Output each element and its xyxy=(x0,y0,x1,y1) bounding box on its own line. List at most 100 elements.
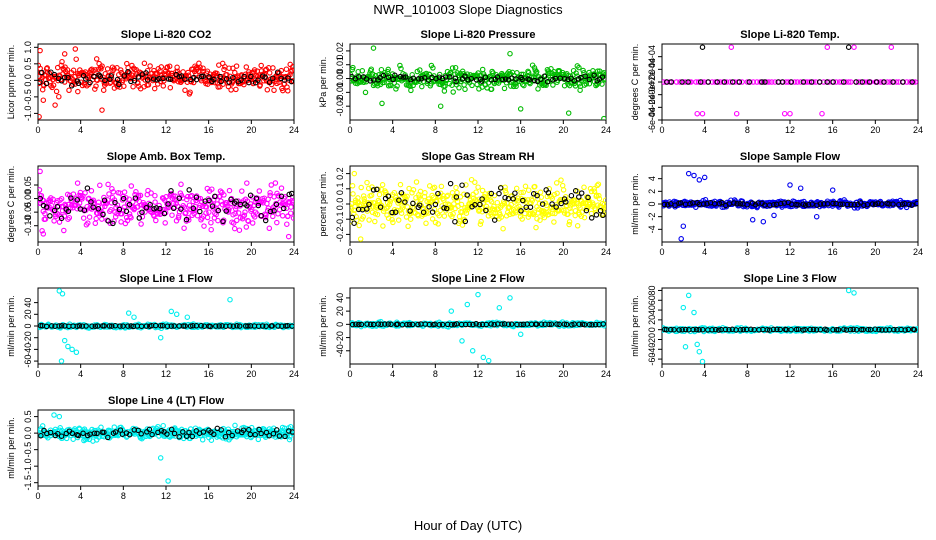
data-point xyxy=(291,78,294,85)
data-point xyxy=(746,79,752,85)
data-point xyxy=(228,196,234,203)
data-point xyxy=(572,83,579,89)
data-point xyxy=(285,233,292,240)
data-point xyxy=(58,323,65,329)
data-point xyxy=(450,89,456,95)
data-point xyxy=(186,429,192,436)
data-point xyxy=(171,430,178,437)
data-point xyxy=(709,79,715,85)
data-point xyxy=(423,220,429,227)
data-point xyxy=(88,199,94,205)
data-point xyxy=(677,79,683,85)
data-point xyxy=(721,79,728,85)
data-point xyxy=(878,201,885,207)
data-point xyxy=(398,65,404,72)
data-point xyxy=(418,76,425,82)
data-point xyxy=(138,431,144,437)
data-point xyxy=(91,430,98,437)
data-point xyxy=(477,201,483,208)
data-point xyxy=(696,327,702,333)
data-point xyxy=(407,216,414,222)
data-point xyxy=(830,200,836,207)
data-point xyxy=(556,321,562,328)
data-point xyxy=(278,193,285,200)
data-point xyxy=(125,69,131,75)
x-tick-label: 24 xyxy=(289,491,299,501)
data-point xyxy=(128,78,134,85)
data-point xyxy=(76,323,83,329)
data-point xyxy=(829,187,836,193)
data-point xyxy=(52,102,58,108)
data-point xyxy=(588,215,595,221)
data-point xyxy=(499,321,505,327)
data-point xyxy=(279,213,286,219)
data-point xyxy=(358,321,365,328)
data-point xyxy=(459,68,466,75)
data-point xyxy=(737,200,743,207)
data-point xyxy=(465,77,471,83)
x-tick-label: 4 xyxy=(78,369,83,379)
data-point xyxy=(112,213,119,220)
data-point xyxy=(576,194,582,200)
data-point xyxy=(143,323,150,329)
data-point xyxy=(182,323,188,329)
data-point xyxy=(534,215,540,222)
y-tick-label: -0.05 xyxy=(23,202,33,223)
x-tick-label: 16 xyxy=(204,491,214,501)
data-point xyxy=(240,213,246,220)
data-point xyxy=(847,326,854,333)
data-point xyxy=(65,74,71,81)
data-point xyxy=(484,206,490,213)
data-point xyxy=(744,202,750,208)
data-point xyxy=(92,67,99,73)
data-point xyxy=(160,83,167,89)
data-point xyxy=(525,69,532,76)
data-point xyxy=(896,201,902,208)
data-point xyxy=(168,426,175,433)
data-point xyxy=(444,321,451,328)
data-point xyxy=(262,74,268,80)
data-point xyxy=(51,71,58,78)
panel-title: Slope Line 1 Flow xyxy=(120,273,213,285)
y-tick-label: 0.0 xyxy=(23,427,33,440)
y-tick-label: 0.02 xyxy=(335,42,345,60)
data-point xyxy=(869,201,876,207)
data-point xyxy=(733,110,740,117)
data-point xyxy=(217,84,223,90)
data-point xyxy=(520,321,527,328)
data-point xyxy=(246,426,252,433)
data-point xyxy=(73,56,79,62)
data-point xyxy=(117,323,123,329)
panel-title: Slope Line 4 (LT) Flow xyxy=(108,395,224,407)
data-point xyxy=(454,70,461,76)
data-point xyxy=(464,192,470,198)
data-point xyxy=(170,205,177,212)
data-point xyxy=(87,79,93,86)
data-point xyxy=(546,321,552,328)
data-point xyxy=(351,220,357,226)
y-tick-label: 0.0 xyxy=(23,74,33,87)
data-point xyxy=(212,210,218,217)
data-point xyxy=(141,60,148,67)
data-point xyxy=(588,210,595,217)
data-point xyxy=(884,79,891,85)
data-point xyxy=(561,207,567,214)
data-point xyxy=(38,187,43,193)
data-point xyxy=(445,192,451,199)
data-point xyxy=(47,213,53,219)
data-point xyxy=(143,205,150,211)
data-point xyxy=(155,423,161,430)
data-point xyxy=(50,82,57,88)
data-point xyxy=(126,431,133,438)
data-point xyxy=(357,236,364,242)
data-point xyxy=(199,437,206,443)
data-point xyxy=(413,179,420,185)
data-point xyxy=(184,314,191,320)
data-point xyxy=(536,206,542,213)
data-point xyxy=(574,223,581,229)
x-tick-label: 16 xyxy=(204,125,214,135)
data-point xyxy=(430,194,437,200)
data-point xyxy=(563,199,569,205)
data-point xyxy=(525,214,532,220)
